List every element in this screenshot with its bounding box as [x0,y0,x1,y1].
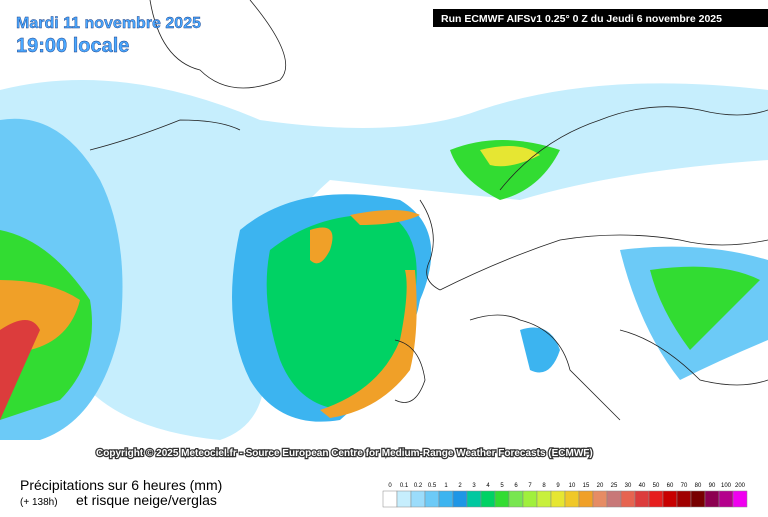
legend-level: 0.5 [428,483,437,489]
legend-swatch [382,490,398,508]
time-title: 19:00 locale [16,35,129,57]
legend-level: 0.1 [400,483,409,489]
legend-level: 0 [388,483,392,489]
legend-level: 8 [542,483,546,489]
legend-swatch [690,490,706,508]
legend-level: 90 [709,483,716,489]
legend-swatch [522,490,538,508]
forecast-lead: (+ 138h) [20,497,58,508]
legend-level: 25 [611,483,618,489]
legend-swatch [648,490,664,508]
legend-level: 3 [472,483,476,489]
color-scale: 0 0.1 0.2 0.5 1 2 3 4 5 6 7 8 9 10 15 20 25 30 40 50 60 70 80 9… [382,483,748,508]
legend-level: 40 [639,483,646,489]
legend-swatch [732,490,748,508]
legend-level: 10 [569,483,576,489]
copyright: Copyright © 2025 Meteociel.fr - Source E… [96,448,593,459]
legend-swatch [438,490,454,508]
legend-swatch [606,490,622,508]
legend-level: 20 [597,483,604,489]
legend-swatch [466,490,482,508]
legend-swatch [396,490,412,508]
legend-subtitle: et risque neige/verglas [76,492,217,508]
legend-swatch [704,490,720,508]
legend-level: 0.2 [414,483,423,489]
legend-swatch [662,490,678,508]
legend-swatch [452,490,468,508]
legend-level: 30 [625,483,632,489]
legend-level: 4 [486,483,490,489]
legend-swatch [536,490,552,508]
legend-level: 7 [528,483,532,489]
legend-swatch [578,490,594,508]
legend-level: 70 [681,483,688,489]
date-title: Mardi 11 novembre 2025 [16,15,201,32]
legend-title: Précipitations sur 6 heures (mm) [20,477,222,493]
legend-level: 15 [583,483,590,489]
legend-swatch [592,490,608,508]
legend-level: 2 [458,483,462,489]
land-outlines [89,0,768,421]
legend-swatch [718,490,734,508]
legend-swatch [508,490,524,508]
legend-level: 50 [653,483,660,489]
legend-level: 9 [556,483,560,489]
legend-level: 200 [735,483,746,489]
run-banner [433,9,768,27]
precipitation [0,80,768,440]
legend-swatch [480,490,496,508]
legend-level: 80 [695,483,702,489]
legend-swatch [410,490,426,508]
legend-level: 60 [667,483,674,489]
legend-swatch [424,490,440,508]
legend-swatch [634,490,650,508]
legend-level: 100 [721,483,732,489]
legend-level: 1 [444,483,448,489]
legend-level: 5 [500,483,504,489]
legend-swatch [564,490,580,508]
legend-level: 6 [514,483,518,489]
run-info: Run ECMWF AIFSv1 0.25° 0 Z du Jeudi 6 no… [441,13,722,25]
legend-swatch [550,490,566,508]
legend-swatch [494,490,510,508]
legend-swatch [676,490,692,508]
legend-swatch [620,490,636,508]
